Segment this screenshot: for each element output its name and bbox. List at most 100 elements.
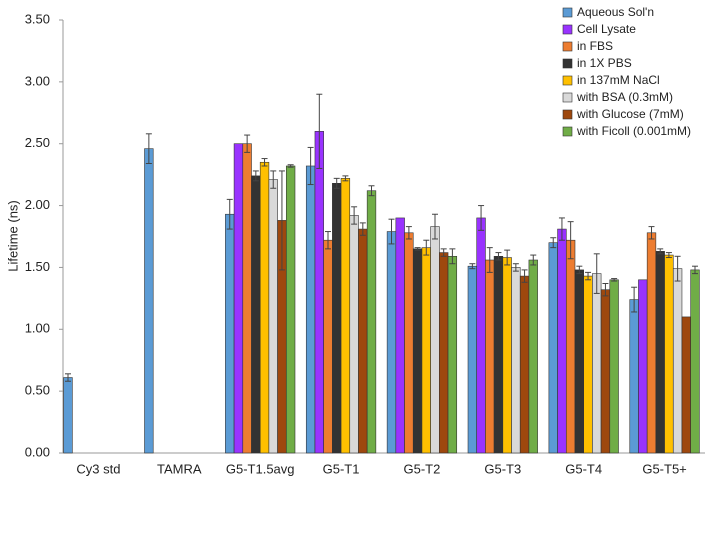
legend-label: Aqueous Sol'n [577,5,654,19]
error-bar [530,254,537,266]
bar [476,217,486,454]
error-bar [278,170,285,271]
bar [421,247,431,454]
error-bar [648,226,655,240]
bar [574,269,584,454]
error-bar [261,158,268,167]
y-tick-label: 2.00 [25,197,50,212]
error-bar [359,222,366,236]
error-bar [423,239,430,256]
bar [314,131,324,454]
legend-label: in 1X PBS [577,56,632,70]
bar [340,178,351,454]
error-bar [486,247,493,273]
bar [690,269,700,454]
y-tick-label: 1.50 [25,259,50,274]
error-bar [414,247,421,251]
bar [519,275,530,454]
error-bar [244,134,251,153]
legend-label: Cell Lysate [577,22,636,36]
bar [565,239,576,454]
error-bar [567,221,574,260]
bar [655,251,665,454]
bar [439,252,449,454]
error-bar [631,286,638,313]
bar [681,316,691,454]
bar [305,165,316,454]
error-bar [495,252,502,261]
y-tick-label: 0.00 [25,444,50,459]
error-bar [333,177,340,189]
x-tick-label: Cy3 std [76,461,120,476]
error-bar [325,231,332,250]
error-bar [252,170,259,182]
error-bar [674,255,681,282]
bar [225,213,235,454]
bar [349,215,359,454]
error-bar [64,373,71,382]
bar [251,175,261,454]
legend-swatch [562,58,573,69]
bar [600,289,611,454]
legend-swatch [562,24,573,35]
x-tick-label: G5-T4 [565,461,602,476]
error-bar [431,213,438,240]
legend-label: in FBS [577,39,613,53]
bar [358,228,368,454]
bar [366,190,377,454]
bar [268,179,278,454]
bar [323,239,333,454]
error-bar [405,226,412,240]
error-bar [351,206,358,225]
x-tick-label: G5-T2 [404,461,441,476]
bar [583,275,593,454]
bar [404,232,414,454]
error-bar [512,263,519,272]
bar [646,232,657,454]
bar [609,279,619,454]
bar [242,143,252,454]
legend-swatch [562,7,573,18]
legend-label: with BSA (0.3mM) [576,90,673,104]
bar [395,217,405,454]
error-bar [368,185,375,197]
error-bar [270,170,277,189]
error-bar [145,133,152,165]
bar [285,165,296,454]
bar [557,228,567,454]
bar [485,259,495,454]
bar [332,183,342,454]
bar [447,255,458,454]
y-axis-label: Lifetime (ns) [5,200,20,272]
x-tick-label: G5-T1.5avg [226,461,295,476]
error-bar [307,146,314,186]
bar [592,273,602,454]
error-bar [558,217,565,241]
error-bar [611,278,618,282]
x-tick-label: TAMRA [157,461,202,476]
error-bar [576,265,583,275]
error-bar [593,253,600,294]
error-bar [226,198,233,230]
legend-swatch [562,41,573,52]
bar [664,254,674,454]
bar [386,231,397,454]
bar [511,267,521,454]
bar [672,268,683,454]
legend-label: with Ficoll (0.001mM) [576,124,691,138]
x-tick-label: G5-T1 [323,461,360,476]
bar [638,279,648,454]
bar [430,226,440,454]
bar [467,265,478,454]
y-tick-label: 3.00 [25,73,50,88]
error-bar [440,248,447,257]
bar [528,259,538,454]
error-bar [665,252,672,259]
x-tick-label: G5-T5+ [642,461,686,476]
error-bar [692,265,699,275]
x-tick-label: G5-T3 [484,461,521,476]
bar [144,148,154,454]
legend: Aqueous Sol'n Cell Lysate in FBS in 1X PBS i… [562,5,691,138]
bar [493,255,504,454]
